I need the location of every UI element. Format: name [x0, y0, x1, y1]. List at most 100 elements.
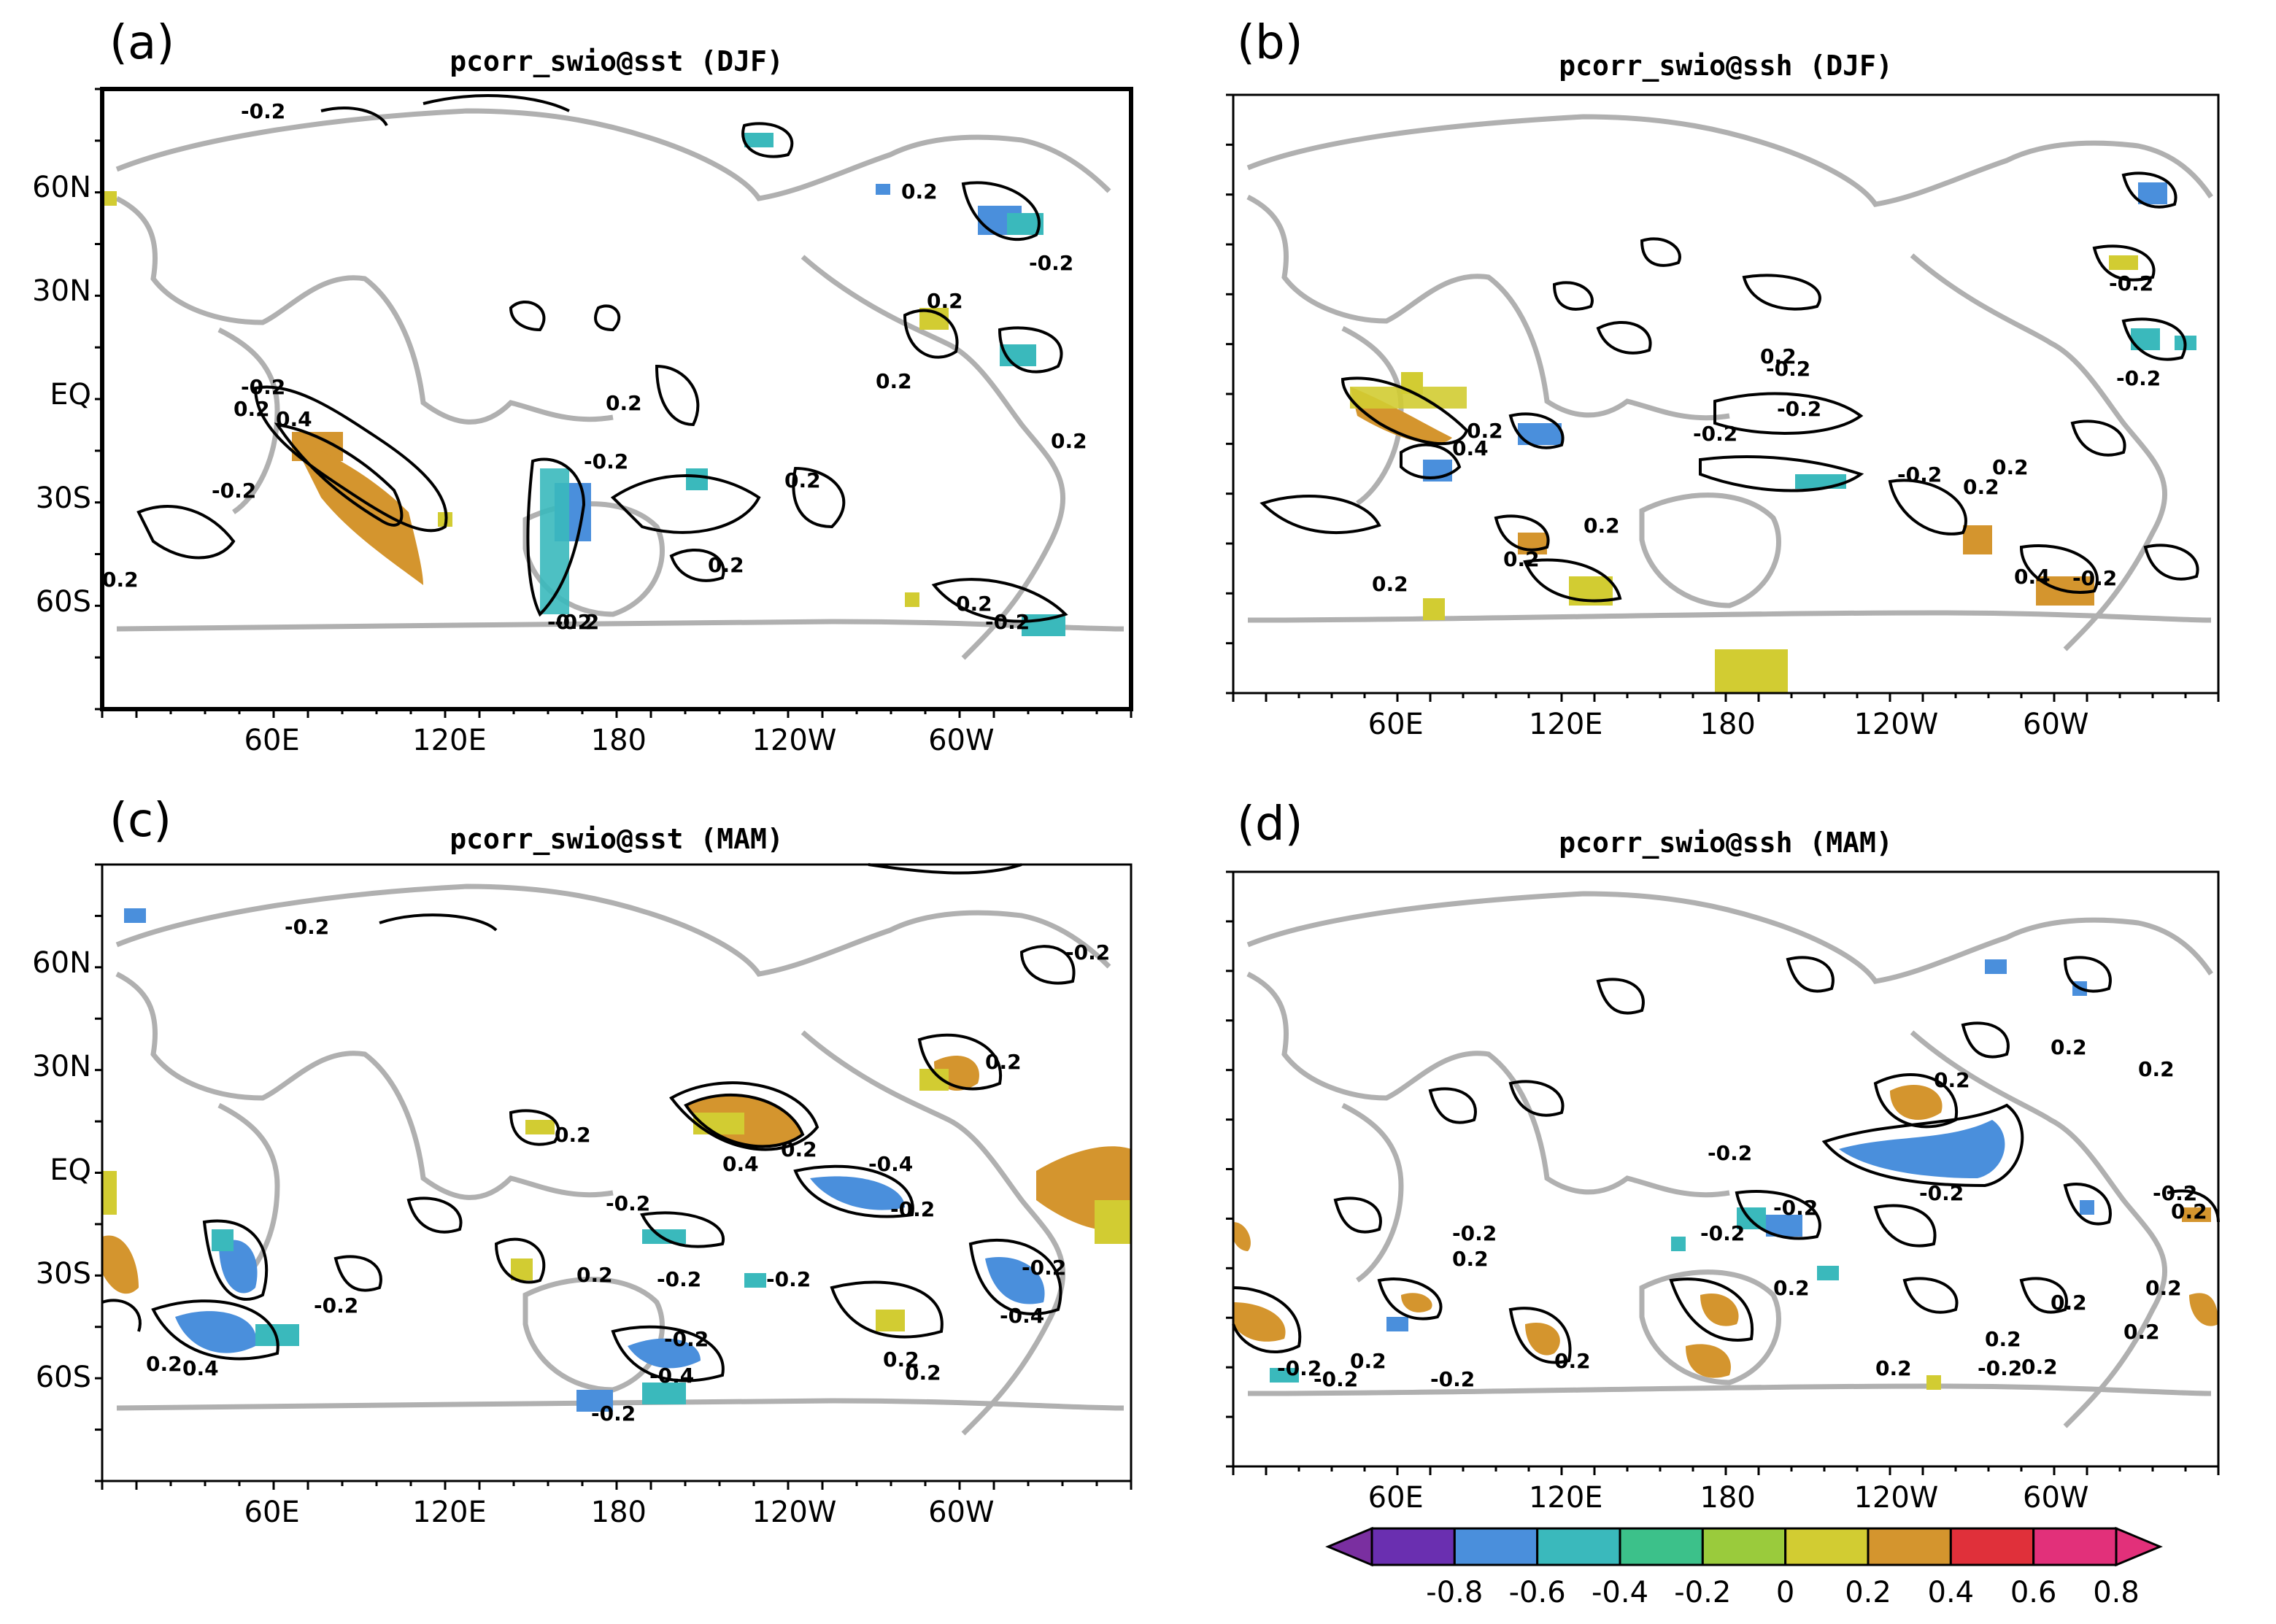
colorbar-tick-label: -0.2 — [1674, 1576, 1732, 1609]
contour-label: 0.2 — [901, 179, 938, 204]
contour-label: -0.2 — [766, 1267, 811, 1291]
colorbar-segment — [1867, 1527, 1952, 1566]
axis-ticks — [1226, 93, 2220, 702]
map-d-shading — [1233, 959, 2218, 1390]
contour-label: 0.2 — [927, 289, 963, 313]
contour-label: -0.2 — [2116, 366, 2161, 390]
colorbar-tick-label: 0.6 — [2010, 1576, 2057, 1609]
contour-label: 0.2 — [781, 1137, 817, 1161]
colorbar-tick-label: 0 — [1775, 1576, 1795, 1609]
colorbar-left-arrow — [1325, 1526, 1373, 1567]
contour-label: 0.2 — [606, 391, 642, 415]
colorbar-tick-label: -0.6 — [1508, 1576, 1566, 1609]
contour-label: 0.2 — [956, 592, 992, 616]
lon-tick-label: 60W — [928, 724, 995, 757]
contour-label: -0.2 — [547, 610, 592, 634]
contour-label: 0.2 — [2145, 1276, 2182, 1300]
lon-tick-label: 120W — [1853, 708, 1939, 741]
contour-label: -0.2 — [664, 1327, 709, 1351]
lon-tick-label: 180 — [590, 724, 647, 757]
contour-label: -0.2 — [606, 1191, 650, 1215]
contour-label: 0.2 — [2123, 1320, 2160, 1344]
colorbar-segment — [2032, 1527, 2118, 1566]
contour-label: -0.2 — [241, 99, 285, 123]
map-b-land — [1246, 114, 2213, 651]
contour-label: -0.2 — [1313, 1367, 1358, 1391]
lon-tick-label: 60E — [1367, 708, 1424, 741]
contour-label: 0.2 — [102, 568, 139, 592]
contour-label: -0.2 — [2153, 1181, 2197, 1205]
contour-label: 0.2 — [2051, 1035, 2087, 1059]
lon-tick-label: 60W — [2023, 1481, 2089, 1515]
colorbar-segment — [1784, 1527, 1870, 1566]
lon-tick-label: 120E — [1528, 708, 1603, 741]
lon-tick-label: 60W — [928, 1496, 995, 1529]
contour-label: 0.2 — [1554, 1349, 1591, 1373]
contour-label: -0.2 — [2072, 566, 2117, 590]
map-d-contour-labels: -0.2 0.2 0.2 -0.2 -0.2 0.2 -0.2 -0.2 0.2… — [1277, 1035, 2207, 1391]
contour-label: 0.2 — [1985, 1327, 2021, 1351]
contour-label: -0.2 — [314, 1294, 358, 1318]
lon-tick-label: 120W — [752, 724, 837, 757]
colorbar-segment — [1453, 1527, 1539, 1566]
contour-label: -0.2 — [1452, 1221, 1497, 1245]
contour-label: 0.2 — [2051, 1291, 2087, 1315]
map-c-shading — [102, 908, 1131, 1412]
lat-tick-label: 30N — [32, 1050, 91, 1083]
contour-label: 0.4 — [2014, 565, 2051, 589]
contour-label: 0.2 — [2138, 1057, 2175, 1081]
panel-c-label: (c) — [109, 794, 172, 848]
map-panel-b: -0.2 0.2 0.2 0.2 -0.2 0.2 0.4 -0.2 0.2 0… — [1232, 93, 2220, 695]
contour-label: -0.2 — [1700, 1221, 1745, 1245]
contour-label: -0.2 — [1430, 1367, 1475, 1391]
contour-label: 0.2 — [876, 369, 912, 393]
panel-a-title: pcorr_swio@sst (DJF) — [450, 45, 784, 77]
colorbar-segments — [1370, 1527, 2118, 1566]
map-panel-d: -0.2 0.2 0.2 -0.2 -0.2 0.2 -0.2 -0.2 0.2… — [1232, 870, 2220, 1468]
lon-tick-label: 60W — [2023, 708, 2089, 741]
contour-label: -0.2 — [1022, 1256, 1066, 1280]
contour-label: 0.2 — [1760, 344, 1797, 368]
lat-tick-label: EQ — [50, 378, 91, 411]
contour-label: 0.2 — [555, 1123, 591, 1147]
contour-label: -0.2 — [591, 1401, 636, 1426]
map-a-contour-labels: -0.2 -0.2 -0.2 0.2 0.2 0.2 0.2 0.2 0.2 -… — [102, 99, 1087, 634]
contour-label: -0.2 — [1919, 1181, 1964, 1205]
panel-b-label: (b) — [1237, 16, 1303, 70]
contour-label: 0.2 — [985, 1050, 1022, 1074]
contour-label: -0.2 — [285, 915, 329, 939]
contour-label: 0.4 — [1452, 436, 1489, 460]
lon-tick-label: 120E — [412, 1496, 487, 1529]
contour-label: 0.2 — [1452, 1247, 1489, 1271]
contour-label: -0.2 — [985, 610, 1030, 634]
lon-tick-label: 60E — [244, 1496, 300, 1529]
contour-label: -0.2 — [241, 375, 285, 399]
contour-label: 0.2 — [2171, 1199, 2207, 1223]
lon-tick-label: 180 — [590, 1496, 647, 1529]
map-b-contours — [1259, 171, 2199, 603]
axis-ticks — [95, 863, 1133, 1490]
contour-label: -0.2 — [1777, 397, 1821, 421]
lat-tick-label: 60N — [32, 946, 91, 980]
contour-label: 0.2 — [576, 1263, 613, 1287]
contour-label: 0.4 — [276, 407, 312, 431]
colorbar-segment — [1536, 1527, 1621, 1566]
colorbar-segment — [1949, 1527, 2035, 1566]
map-a-contours — [136, 94, 1068, 623]
contour-label: 0.2 — [784, 468, 821, 492]
lon-tick-label: 120W — [1853, 1481, 1939, 1515]
panel-d-title: pcorr_swio@ssh (MAM) — [1559, 827, 1893, 859]
lat-tick-label: 30N — [32, 274, 91, 308]
contour-label: -0.2 — [890, 1197, 935, 1221]
panel-c-title: pcorr_swio@sst (MAM) — [450, 823, 784, 855]
contour-label: -0.2 — [1277, 1356, 1322, 1380]
panel-d-label: (d) — [1237, 797, 1303, 851]
contour-label: 0.2 — [708, 553, 744, 577]
contour-label: 0.2 — [2021, 1355, 2058, 1379]
axis-ticks — [95, 88, 1133, 718]
contour-label: 0.2 — [1992, 455, 2029, 479]
contour-label: -0.4 — [649, 1364, 694, 1388]
contour-label: 0.2 — [1583, 514, 1620, 538]
contour-label: -0.4 — [1000, 1304, 1044, 1328]
contour-label: -0.2 — [1766, 357, 1810, 381]
